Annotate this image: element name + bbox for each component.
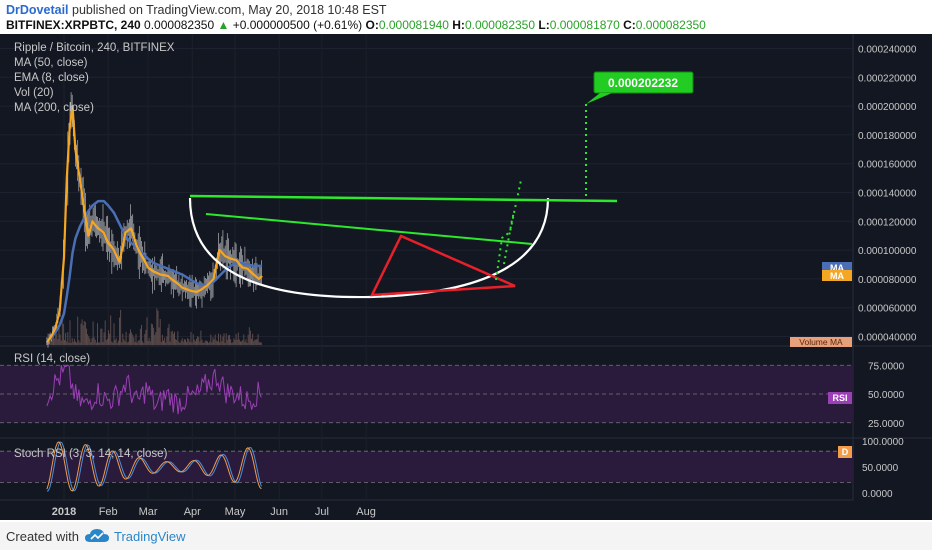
price-tick-label: 0.000180000 (858, 131, 917, 142)
created-with-text: Created with (6, 529, 79, 544)
tradingview-link[interactable]: TradingView (114, 529, 186, 544)
last-price: 0.000082350 (144, 18, 215, 32)
price-axis-labels: 0.000240000 0.000220000 0.000200000 0.00018… (858, 45, 917, 344)
published-text: published on TradingView.com, May 20, 20… (72, 3, 387, 17)
rsi-tick-label: 50.0000 (868, 390, 905, 401)
ma-tag-blue-label: MA (830, 263, 844, 273)
low-label: L: (538, 18, 550, 32)
indicator-tags: RSI D (828, 392, 852, 458)
footer: Created with TradingView (0, 522, 932, 550)
ma-tag-orange (822, 270, 852, 281)
stoch-tick-label: 0.0000 (862, 489, 893, 500)
time-tick-label: 2018 (52, 506, 76, 518)
legend-vol[interactable]: Vol (20) (14, 87, 54, 99)
close-label: C: (623, 18, 636, 32)
target-label: 0.000202232 (608, 76, 678, 90)
high-label: H: (452, 18, 465, 32)
price-tick-label: 0.000080000 (858, 275, 917, 286)
volume-ma-tag (790, 337, 852, 347)
open-label: O: (365, 18, 379, 32)
price-scale-panel[interactable] (853, 34, 932, 520)
price-tick-label: 0.000240000 (858, 45, 917, 56)
chart-canvas[interactable]: 75.0000 50.0000 25.0000 100.0000 50.0000 0.0… (0, 34, 932, 520)
descending-trendline[interactable] (205, 213, 533, 245)
volume-ma-label: Volume MA (799, 337, 843, 347)
legend-ma50[interactable]: MA (50, close) (14, 57, 88, 69)
time-scale-panel[interactable] (0, 500, 932, 520)
target-callout[interactable]: 0.000202232 (586, 71, 694, 104)
price-tick-label: 0.000120000 (858, 217, 917, 228)
resistance-line[interactable] (189, 194, 618, 203)
rsi-title[interactable]: RSI (14, close) (14, 353, 90, 365)
time-tick-label: Jun (270, 506, 288, 518)
stoch-d-line[interactable] (46, 441, 262, 492)
ema8-line[interactable] (46, 104, 263, 343)
time-tick-label: May (225, 506, 246, 518)
stoch-rsi-pane: 100.0000 50.0000 0.0000 (0, 437, 904, 500)
target-pointer (586, 93, 612, 104)
price-tick-label: 0.000160000 (858, 160, 917, 171)
legend-ma200[interactable]: MA (200, close) (14, 102, 94, 114)
rsi-tag-label: RSI (832, 393, 847, 403)
rsi-tick-label: 75.0000 (868, 361, 905, 372)
stoch-d-tag-label: D (842, 447, 849, 457)
stoch-tick-label: 50.0000 (862, 463, 899, 474)
time-axis-labels: 2018 Feb Mar Apr May Jun Jul Aug (52, 506, 376, 518)
ma-tag-orange-label: MA (830, 271, 844, 281)
price-tick-label: 0.000100000 (858, 246, 917, 257)
symbol-label: BITFINEX:XRPBTC, 240 (6, 18, 141, 32)
price-tick-label: 0.000220000 (858, 73, 917, 84)
author-link[interactable]: DrDovetail (6, 3, 69, 17)
chart-background (0, 34, 932, 520)
close-value: 0.000082350 (635, 18, 706, 32)
low-value: 0.000081870 (549, 18, 620, 32)
cup-pattern-curve[interactable] (188, 197, 550, 299)
triangle-pattern[interactable] (369, 234, 516, 297)
ohlc-line: BITFINEX:XRPBTC, 240 0.000082350 ▲ +0.00… (6, 18, 706, 32)
stoch-title[interactable]: Stoch RSI (3, 3, 14, 14, close) (14, 448, 168, 460)
price-tick-label: 0.000040000 (858, 333, 917, 344)
open-value: 0.000081940 (378, 18, 449, 32)
cloud-logo-icon[interactable] (84, 528, 110, 544)
time-tick-label: Mar (139, 506, 158, 518)
chart-title: Ripple / Bitcoin, 240, BITFINEX (14, 42, 175, 54)
publish-line: DrDovetail published on TradingView.com,… (6, 3, 387, 17)
projection-path-1[interactable] (495, 179, 522, 281)
legend: Ripple / Bitcoin, 240, BITFINEX MA (50, … (14, 42, 175, 114)
target-box (593, 71, 694, 94)
rsi-line[interactable] (46, 364, 262, 415)
price-tick-label: 0.000060000 (858, 304, 917, 315)
rsi-pane: 75.0000 50.0000 25.0000 (0, 361, 905, 430)
up-arrow-icon: ▲ (217, 18, 230, 32)
indicator-lines (46, 104, 263, 343)
stoch-tick-label: 100.0000 (862, 437, 904, 448)
rsi-tag (828, 392, 852, 404)
price-tick-label: 0.000140000 (858, 189, 917, 200)
legend-ema8[interactable]: EMA (8, close) (14, 72, 89, 84)
price-change: +0.000000500 (+0.61%) (232, 18, 363, 32)
chart-header: DrDovetail published on TradingView.com,… (0, 0, 932, 34)
rsi-tick-label: 25.0000 (868, 419, 905, 430)
volume-bars (46, 308, 262, 345)
stoch-d-tag (838, 446, 852, 458)
ma-price-tags: MA MA Volume MA (790, 262, 852, 347)
high-value: 0.000082350 (464, 18, 536, 32)
time-tick-label: Feb (99, 506, 118, 518)
ma-tag-blue (822, 262, 852, 273)
time-tick-label: Aug (356, 506, 376, 518)
price-tick-label: 0.000200000 (858, 102, 917, 113)
stoch-band (0, 451, 853, 483)
time-tick-label: Apr (184, 506, 201, 518)
time-tick-label: Jul (315, 506, 329, 518)
drawings[interactable] (188, 104, 618, 299)
